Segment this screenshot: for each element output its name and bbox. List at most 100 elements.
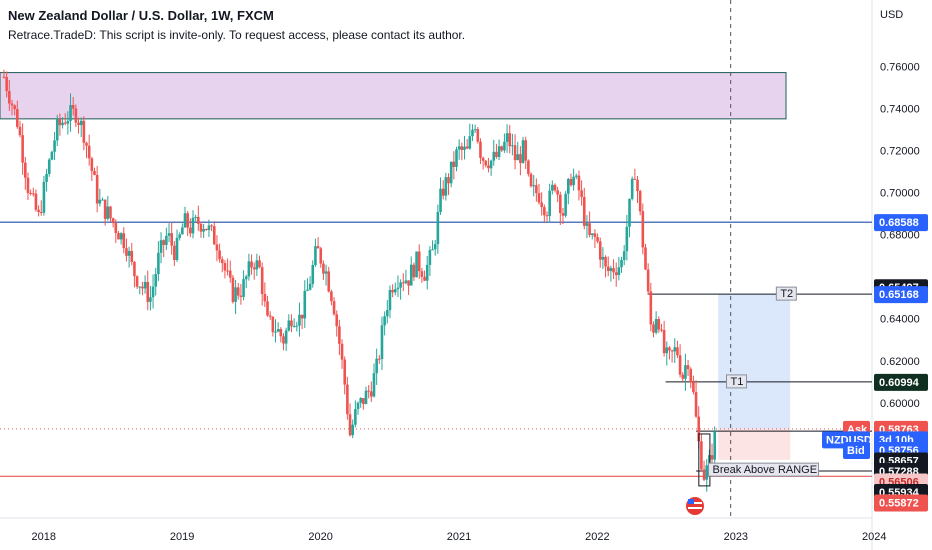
- candle-body-234: [625, 226, 629, 252]
- candle-body-162: [433, 244, 437, 250]
- candle-body-116: [311, 264, 315, 284]
- candle-body-248: [662, 330, 666, 354]
- candle-body-145: [388, 289, 392, 311]
- candle-body-150: [401, 282, 405, 284]
- candle-body-170: [455, 149, 458, 167]
- candle-body-57: [154, 274, 158, 287]
- candle-body-79: [212, 226, 216, 245]
- candle-body-240: [641, 211, 645, 248]
- candle-body-114: [306, 289, 309, 291]
- candle-body-147: [393, 289, 397, 293]
- candle-body-37: [101, 199, 104, 201]
- candle-body-91: [244, 276, 248, 280]
- candle-body-214: [572, 176, 575, 186]
- candle-body-192: [513, 145, 517, 161]
- candle-body-121: [324, 271, 328, 274]
- candle-body-14: [39, 211, 43, 213]
- candle-body-112: [300, 314, 304, 319]
- candle-body-154: [412, 264, 416, 278]
- candle-body-96: [258, 260, 261, 268]
- candle-body-6: [18, 126, 22, 136]
- candle-body-59: [159, 240, 163, 253]
- price-tag-2: 0.65168: [879, 289, 919, 301]
- candle-body-88: [236, 287, 240, 296]
- candle-body-136: [364, 390, 368, 404]
- candle-body-119: [319, 248, 323, 264]
- candle-body-265: [708, 455, 711, 466]
- candle-body-238: [636, 179, 639, 192]
- candle-body-49: [133, 261, 136, 277]
- candle-body-70: [189, 227, 192, 234]
- candle-body-82: [220, 259, 224, 264]
- candle-body-73: [197, 216, 200, 224]
- candle-body-31: [85, 142, 88, 146]
- candle-body-80: [215, 244, 219, 251]
- time-tick-1: 2019: [170, 531, 194, 543]
- candle-body-188: [503, 141, 506, 151]
- candle-body-149: [399, 282, 402, 288]
- candle-body-164: [439, 188, 442, 212]
- candle-body-267: [713, 431, 716, 460]
- price-axis[interactable]: USD 0.760000.740000.720000.700000.680000…: [822, 9, 928, 512]
- candle-body-102: [274, 331, 277, 333]
- candle-body-52: [141, 286, 144, 289]
- candle-body-17: [47, 159, 51, 174]
- candle-body-239: [638, 191, 642, 212]
- candle-body-257: [686, 365, 690, 370]
- candle-body-103: [276, 329, 280, 332]
- price-tick-0: 0.76000: [880, 61, 920, 73]
- candle-body-61: [165, 235, 168, 245]
- candle-body-256: [684, 365, 687, 379]
- candle-body-209: [559, 194, 562, 214]
- candle-body-193: [516, 154, 520, 161]
- candle-body-174: [465, 146, 469, 149]
- candle-body-252: [673, 347, 677, 352]
- candle-body-203: [543, 207, 546, 216]
- candle-body-118: [316, 246, 320, 249]
- candle-body-211: [564, 193, 567, 216]
- candle-body-43: [117, 233, 120, 240]
- candle-body-236: [630, 178, 634, 199]
- candle-body-126: [338, 326, 341, 344]
- candle-body-124: [332, 301, 336, 315]
- time-axis[interactable]: 2018 2019 2020 2021 2022 2023 2024: [32, 531, 887, 543]
- candle-body-87: [234, 287, 237, 302]
- candle-body-175: [468, 136, 472, 149]
- candle-body-25: [69, 105, 72, 121]
- candle-body-232: [620, 259, 623, 268]
- candle-body-39: [106, 206, 110, 219]
- candle-body-225: [601, 256, 605, 260]
- candle-body-172: [460, 146, 464, 150]
- candle-body-93: [250, 261, 253, 268]
- candle-body-63: [170, 233, 173, 246]
- candle-body-163: [436, 211, 440, 245]
- candle-body-261: [697, 416, 701, 442]
- candle-body-55: [149, 297, 152, 302]
- candle-body-155: [415, 251, 418, 278]
- candle-body-47: [127, 250, 131, 256]
- candle-body-42: [114, 223, 118, 234]
- candle-body-167: [447, 177, 450, 184]
- time-tick-5: 2023: [724, 531, 748, 543]
- axis-currency-label: USD: [880, 9, 903, 21]
- candle-body-259: [692, 382, 695, 393]
- candle-body-97: [260, 267, 264, 295]
- price-tag-bg-3: [874, 373, 928, 391]
- candle-body-117: [314, 246, 317, 265]
- candle-body-35: [95, 174, 99, 204]
- candle-body-156: [417, 251, 421, 272]
- candle-body-133: [356, 402, 360, 410]
- candle-body-191: [511, 145, 514, 147]
- candle-body-20: [55, 118, 59, 141]
- candle-body-129: [346, 384, 349, 415]
- price-tick-3: 0.70000: [880, 187, 920, 199]
- candle-body-138: [370, 391, 373, 397]
- candle-body-99: [266, 301, 269, 316]
- candle-body-105: [282, 336, 285, 344]
- us-flag-icon[interactable]: [686, 497, 704, 515]
- price-tag-prefix-bg-6: [843, 441, 870, 459]
- price-tick-5: 0.64000: [880, 314, 920, 326]
- candle-body-169: [452, 161, 456, 167]
- candle-body-223: [596, 237, 599, 242]
